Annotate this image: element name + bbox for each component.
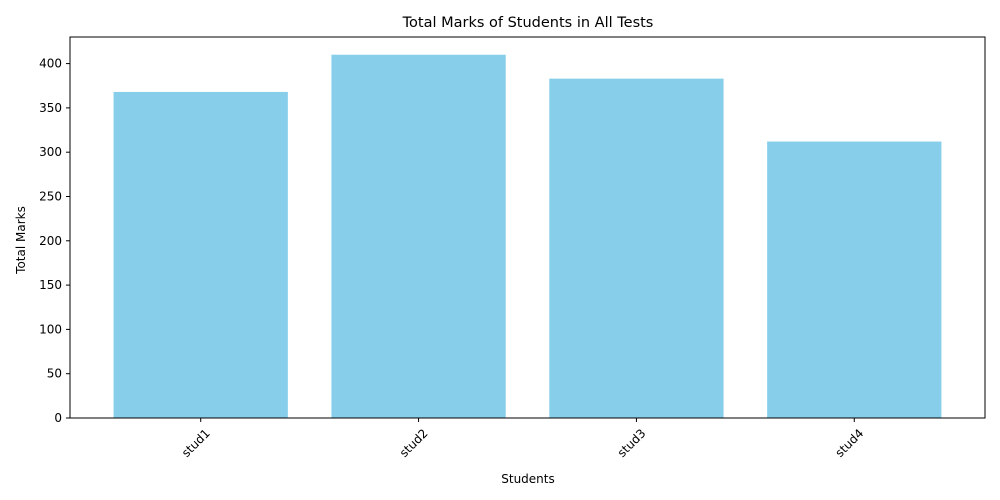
y-tick-label: 0 [54,411,62,425]
y-tick-label: 350 [39,101,62,115]
x-tick-label: stud1 [179,426,213,460]
y-tick-label: 50 [47,367,62,381]
chart-title: Total Marks of Students in All Tests [402,15,654,31]
plot-frame [69,36,986,419]
bar-stud4 [767,141,942,419]
bar-stud1 [113,91,288,419]
bars-group [113,54,942,419]
x-axis-ticks: stud1 stud2 stud3 stud4 [179,418,866,460]
y-tick-label: 200 [39,234,62,248]
x-tick-label: stud4 [833,426,867,460]
y-tick-label: 250 [39,189,62,203]
y-tick-label: 400 [39,57,62,71]
x-axis-label: Students [501,472,555,486]
y-tick-label: 150 [39,278,62,292]
y-axis-ticks: 0 50 100 150 200 250 300 350 400 [39,57,70,425]
x-tick-label: stud2 [397,426,431,460]
bar-stud3 [549,78,724,418]
y-tick-label: 300 [39,145,62,159]
y-axis-label: Total Marks [14,206,28,275]
y-tick-label: 100 [39,322,62,336]
bar-stud2 [331,54,506,418]
x-tick-label: stud3 [615,426,649,460]
